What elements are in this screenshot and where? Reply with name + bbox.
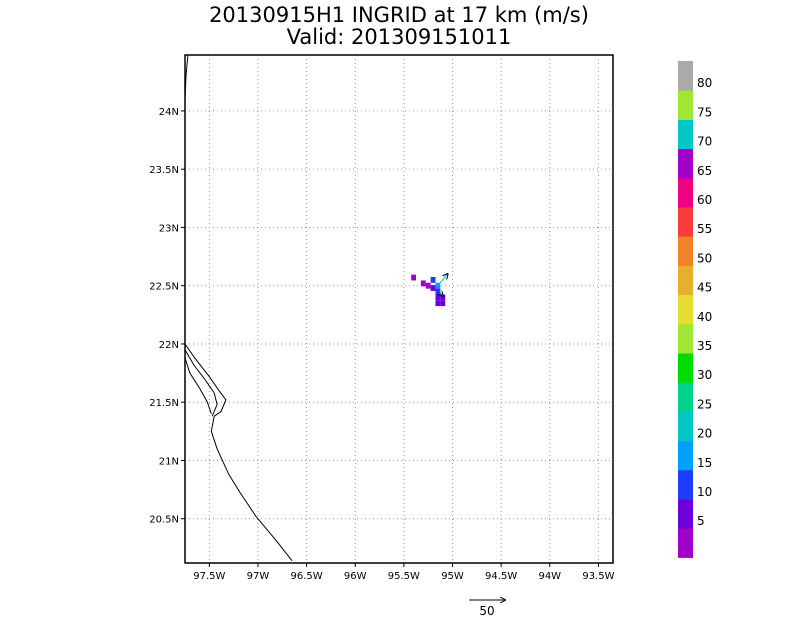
colorbar-segment	[678, 323, 693, 354]
x-axis-ticks: 97.5W 97W 96.5W 96W 95.5W 95W 94.5W 94W 93.5W	[193, 563, 615, 582]
colorbar-segment	[678, 528, 693, 558]
grid-lines	[185, 55, 613, 563]
colorbar-segment	[678, 90, 693, 120]
x-tick-label: 96.5W	[291, 571, 323, 582]
y-tick-label: 20.5N	[149, 515, 179, 526]
colorbar-segment	[678, 265, 693, 296]
colorbar-segment	[678, 469, 693, 500]
wind-cell	[425, 282, 431, 289]
colorbar-tick-label: 15	[697, 456, 712, 470]
reference-vector: 50	[469, 600, 505, 618]
colorbar-segment	[678, 148, 693, 179]
x-tick-label: 95.5W	[388, 571, 420, 582]
colorbar-segment	[678, 177, 693, 208]
x-tick-label: 95W	[441, 571, 464, 582]
colorbar-tick-label: 80	[697, 76, 712, 90]
chart-title: 20130915H1 INGRID at 17 km (m/s)	[209, 3, 589, 27]
colorbar-tick-label: 75	[697, 105, 712, 119]
colorbar-segment	[678, 207, 693, 237]
reference-vector-label: 50	[479, 604, 494, 618]
colorbar-tick-label: 10	[697, 485, 712, 499]
colorbar-tick-label: 20	[697, 427, 712, 441]
wind-cell	[435, 282, 441, 289]
colorbar-tick-label: 25	[697, 397, 712, 411]
coastline-segment	[185, 343, 293, 562]
x-tick-label: 94.5W	[485, 571, 517, 582]
chart-subtitle: Valid: 201309151011	[287, 25, 512, 49]
wind-cell	[430, 276, 436, 283]
coastline	[185, 55, 293, 562]
colorbar-tick-label: 30	[697, 368, 712, 382]
wind-cell	[440, 300, 446, 307]
colorbar-segment	[678, 119, 693, 150]
colorbar-segment	[678, 499, 693, 529]
coastline-segment	[185, 349, 218, 417]
y-tick-label: 22N	[159, 340, 179, 351]
coastline-segment	[185, 357, 212, 415]
x-tick-label: 97.5W	[193, 571, 225, 582]
wind-cell	[430, 285, 436, 291]
colorbar-segment	[678, 353, 693, 383]
colorbar-tick-label: 45	[697, 281, 712, 295]
colorbar-segment	[678, 61, 693, 91]
colorbar-segment	[678, 440, 693, 471]
colorbar-segment	[678, 382, 693, 412]
colorbar-tick-label: 35	[697, 339, 712, 353]
colorbar-segment	[678, 236, 693, 266]
colorbar-tick-label: 50	[697, 251, 712, 265]
y-tick-label: 23N	[159, 223, 179, 234]
colorbar-segment	[678, 294, 693, 325]
y-tick-label: 23.5N	[149, 165, 179, 176]
wind-vector	[436, 288, 443, 296]
wind-cell	[435, 294, 441, 301]
y-tick-label: 24N	[159, 107, 179, 118]
wind-vectors	[436, 274, 448, 296]
colorbar-tick-label: 5	[697, 514, 705, 528]
y-axis-ticks: 20.5N 21N 21.5N 22N 22.5N 23N 23.5N 24N	[149, 107, 185, 526]
colorbar-tick-label: 60	[697, 193, 712, 207]
colorbar-tick-label: 65	[697, 164, 712, 178]
wind-cell	[420, 280, 426, 287]
plot-frame	[184, 54, 614, 564]
y-tick-label: 21N	[159, 456, 179, 467]
colorbar	[678, 61, 693, 558]
x-tick-label: 96W	[344, 571, 367, 582]
wind-vector	[439, 274, 448, 284]
wind-cell	[411, 274, 417, 281]
x-tick-label: 93.5W	[582, 571, 614, 582]
y-tick-label: 21.5N	[149, 398, 179, 409]
wind-cell	[435, 300, 441, 307]
wind-cell	[435, 288, 441, 295]
colorbar-tick-label: 70	[697, 135, 712, 149]
y-tick-label: 22.5N	[149, 282, 179, 293]
colorbar-tick-label: 40	[697, 310, 712, 324]
x-tick-label: 94W	[538, 571, 561, 582]
wind-cell	[440, 294, 446, 301]
colorbar-ticks: 5 10 15 20 25 30 35 40 45 50 55 60 65 70 75 80	[697, 76, 712, 528]
colorbar-tick-label: 55	[697, 222, 712, 236]
colorbar-segment	[678, 411, 693, 442]
x-tick-label: 97W	[247, 571, 270, 582]
wind-cells	[411, 274, 446, 307]
